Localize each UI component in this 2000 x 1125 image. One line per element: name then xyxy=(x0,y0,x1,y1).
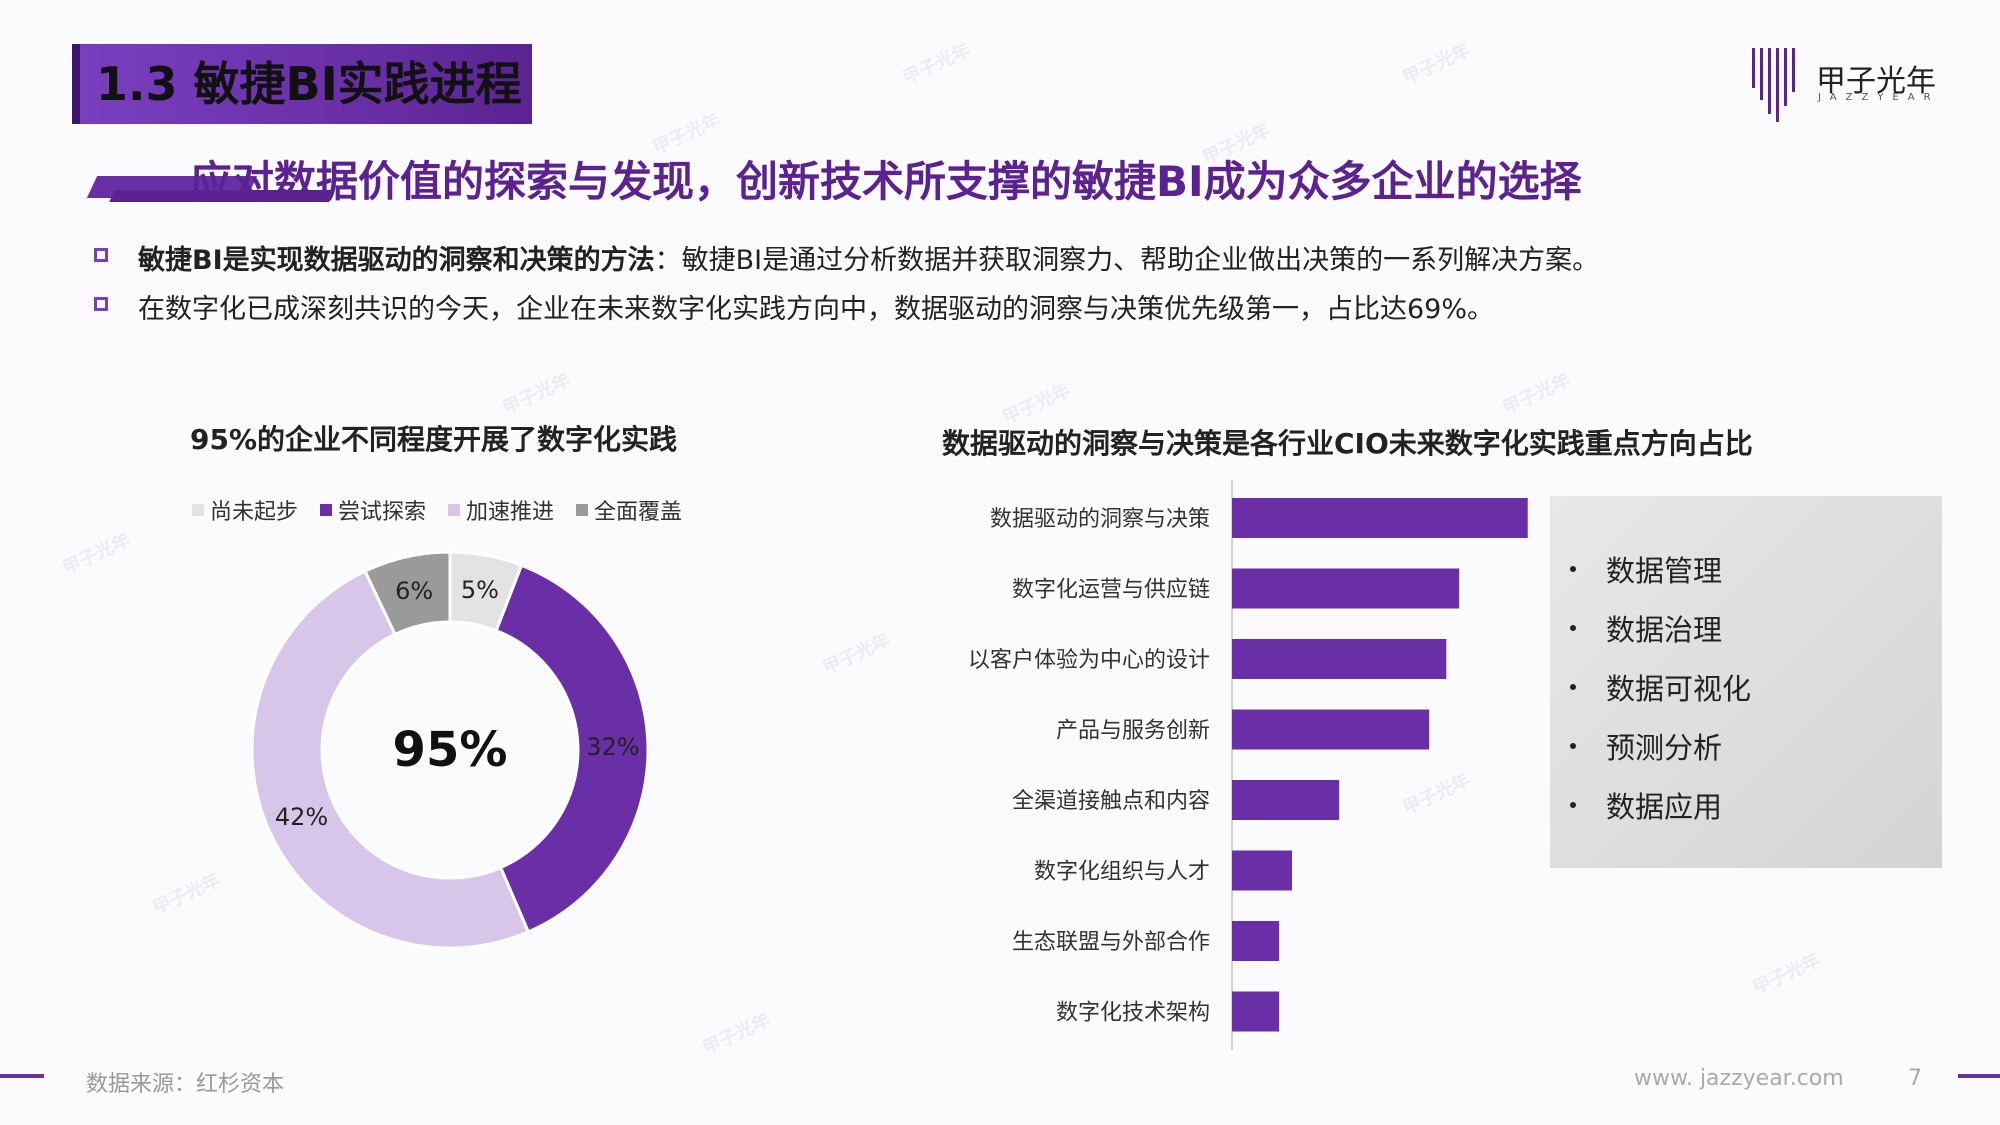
bar-category-label: 全渠道接触点和内容 xyxy=(1012,789,1210,814)
watermark: 甲子光年 xyxy=(699,1009,774,1060)
bullet-dot-icon xyxy=(1570,743,1576,749)
bullet-dot-icon xyxy=(1570,566,1576,572)
bullet-dot-icon xyxy=(1570,802,1576,808)
title-accent-bar xyxy=(72,44,80,124)
legend-item: 尝试探索 xyxy=(320,494,426,526)
jazzyear-bars-logo-icon xyxy=(1752,48,1804,122)
donut-value-label: 6% xyxy=(395,577,433,605)
legend-label: 尚未起步 xyxy=(210,500,299,525)
watermark: 甲子光年 xyxy=(1499,369,1574,420)
watermark: 甲子光年 xyxy=(1749,949,1824,1000)
keyword-list: 数据管理数据治理数据可视化预测分析数据应用 xyxy=(1550,496,1942,826)
keyword-item: 数据应用 xyxy=(1550,784,1942,826)
watermark: 甲子光年 xyxy=(899,39,974,90)
keyword-item: 数据可视化 xyxy=(1550,666,1942,708)
donut-legend: 尚未起步 尝试探索 加速推进 全面覆盖 xyxy=(192,494,682,526)
legend-item: 全面覆盖 xyxy=(576,494,682,526)
donut-slice xyxy=(494,563,650,934)
bullet-square-icon xyxy=(94,297,108,311)
bullet-bold: 敏捷BI是实现数据驱动的洞察和决策的方法 xyxy=(138,245,655,276)
donut-center-label: 95% xyxy=(393,722,508,778)
watermark: 甲子光年 xyxy=(819,629,894,680)
bullet-text: 敏捷BI是实现数据驱动的洞察和决策的方法：敏捷BI是通过分析数据并获取洞察力、帮… xyxy=(138,238,1599,277)
watermark: 甲子光年 xyxy=(59,529,134,580)
bar xyxy=(1232,498,1528,538)
bar-category-label: 数字化技术架构 xyxy=(1056,1001,1210,1026)
footer-accent-bar xyxy=(1958,1074,2000,1078)
legend-label: 尝试探索 xyxy=(338,500,427,525)
website-link[interactable]: www. jazzyear.com xyxy=(1634,1066,1844,1091)
legend-label: 加速推进 xyxy=(466,500,555,525)
bar xyxy=(1232,639,1447,679)
donut-chart-title: 95%的企业不同程度开展了数字化实践 xyxy=(190,423,678,456)
bar xyxy=(1232,991,1280,1032)
bar xyxy=(1232,568,1460,609)
bar-category-label: 以客户体验为中心的设计 xyxy=(968,648,1210,673)
watermark: 甲子光年 xyxy=(1399,39,1474,90)
keyword-label: 数据可视化 xyxy=(1606,672,1752,706)
bullet-text: 在数字化已成深刻共识的今天，企业在未来数字化实践方向中，数据驱动的洞察与决策优先… xyxy=(138,287,1494,326)
donut-slice xyxy=(363,550,452,637)
bar xyxy=(1232,709,1430,750)
donut-slice xyxy=(250,569,531,950)
page-subtitle: 应对数据价值的探索与发现，创新技术所支撑的敏捷BI成为众多企业的选择 xyxy=(190,157,1582,206)
bar-chart-title: 数据驱动的洞察与决策是各行业CIO未来数字化实践重点方向占比 xyxy=(942,427,1753,460)
watermark: 甲子光年 xyxy=(499,369,574,420)
bullet-body: 在数字化已成深刻共识的今天，企业在未来数字化实践方向中，数据驱动的洞察与决策优先… xyxy=(138,294,1495,325)
bar-chart: 数据驱动的洞察与决策数字化运营与供应链以客户体验为中心的设计产品与服务创新全渠道… xyxy=(968,480,1528,1050)
donut-value-label: 42% xyxy=(275,803,328,831)
bullet-dot-icon xyxy=(1570,625,1576,631)
watermark: 甲子光年 xyxy=(149,869,224,920)
page-title: 1.3 敏捷BI实践进程 xyxy=(96,57,522,111)
logo-name: 甲子光年 xyxy=(1816,64,1936,99)
legend-swatch xyxy=(320,504,333,516)
bar-category-label: 数字化组织与人才 xyxy=(1034,860,1210,885)
keyword-item: 数据治理 xyxy=(1550,607,1942,649)
bullet-body: ：敏捷BI是通过分析数据并获取洞察力、帮助企业做出决策的一系列解决方案。 xyxy=(654,245,1600,276)
data-source: 数据来源：红杉资本 xyxy=(86,1072,285,1097)
legend-swatch xyxy=(576,504,589,516)
bar-category-label: 产品与服务创新 xyxy=(1056,719,1210,744)
donut-value-label: 5% xyxy=(461,576,499,604)
bar-category-label: 数据驱动的洞察与决策 xyxy=(990,507,1210,532)
keyword-label: 数据治理 xyxy=(1606,613,1723,647)
bar xyxy=(1232,850,1292,891)
legend-label: 全面覆盖 xyxy=(594,500,683,525)
keyword-label: 数据管理 xyxy=(1606,554,1723,588)
bar-category-label: 数字化运营与供应链 xyxy=(1012,578,1210,603)
legend-item: 尚未起步 xyxy=(192,494,298,526)
logo-subtitle: JAZZYEAR xyxy=(1818,92,1940,103)
legend-swatch xyxy=(448,504,461,516)
keyword-label: 预测分析 xyxy=(1606,731,1723,765)
page-number: 7 xyxy=(1908,1066,1922,1091)
donut-value-label: 32% xyxy=(586,733,639,761)
bar xyxy=(1232,780,1340,820)
bar-category-label: 生态联盟与外部合作 xyxy=(1012,930,1210,955)
bullet-dot-icon xyxy=(1570,684,1576,690)
title-banner xyxy=(72,44,532,124)
keyword-item: 预测分析 xyxy=(1550,725,1942,767)
keyword-label: 数据应用 xyxy=(1606,790,1723,824)
legend-swatch xyxy=(192,504,204,516)
keyword-item: 数据管理 xyxy=(1550,548,1942,590)
bullet-square-icon xyxy=(94,248,108,262)
keyword-box: 数据管理数据治理数据可视化预测分析数据应用 xyxy=(1550,496,1942,868)
footer-accent-bar xyxy=(0,1074,44,1078)
bar xyxy=(1232,921,1280,961)
donut-chart: 5% 32% 42% 6% 95% xyxy=(250,550,650,950)
legend-item: 加速推进 xyxy=(448,494,554,526)
